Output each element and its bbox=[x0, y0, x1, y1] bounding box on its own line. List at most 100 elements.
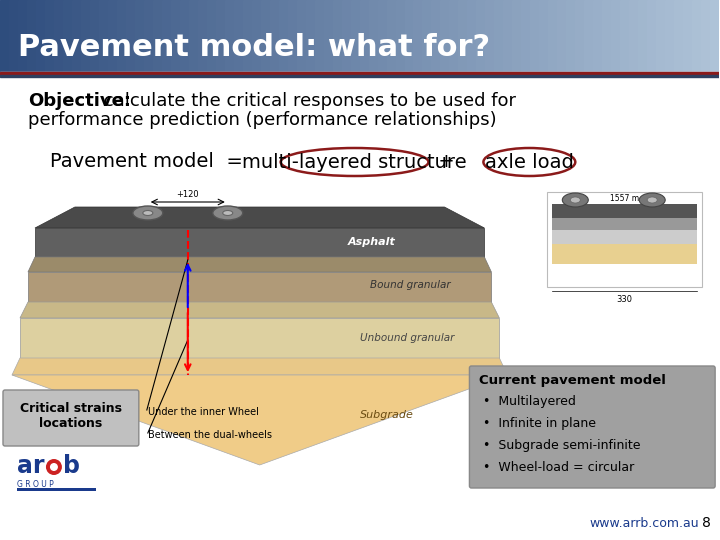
Bar bbox=[225, 0, 235, 72]
Bar bbox=[549, 0, 558, 72]
Text: multi-layered structure: multi-layered structure bbox=[242, 153, 467, 172]
Bar bbox=[656, 0, 666, 72]
Text: •  Wheel-load = circular: • Wheel-load = circular bbox=[483, 461, 634, 474]
Bar bbox=[0, 72, 719, 75]
Bar bbox=[477, 0, 487, 72]
Text: calculate the critical responses to be used for: calculate the critical responses to be u… bbox=[98, 92, 516, 110]
Bar bbox=[485, 0, 495, 72]
Polygon shape bbox=[12, 375, 508, 465]
Bar bbox=[531, 0, 540, 72]
Bar bbox=[513, 0, 523, 72]
Bar bbox=[552, 244, 697, 264]
Bar bbox=[27, 0, 37, 72]
Bar bbox=[552, 218, 697, 230]
Bar bbox=[9, 0, 19, 72]
Bar bbox=[189, 0, 199, 72]
Bar bbox=[710, 0, 720, 72]
Bar bbox=[638, 0, 648, 72]
Polygon shape bbox=[35, 228, 485, 257]
Ellipse shape bbox=[639, 193, 665, 207]
Bar bbox=[467, 0, 477, 72]
Bar bbox=[144, 0, 154, 72]
Text: 8: 8 bbox=[702, 516, 711, 530]
Text: G R O U P: G R O U P bbox=[17, 480, 54, 489]
Text: Under the inner Wheel: Under the inner Wheel bbox=[148, 407, 258, 417]
Bar bbox=[297, 0, 307, 72]
Text: Pavement model: what for?: Pavement model: what for? bbox=[18, 33, 490, 63]
Bar bbox=[171, 0, 181, 72]
Bar bbox=[54, 0, 64, 72]
Bar bbox=[683, 0, 693, 72]
Text: Bound granular: Bound granular bbox=[369, 280, 450, 290]
Bar bbox=[547, 192, 702, 287]
FancyBboxPatch shape bbox=[3, 390, 139, 446]
Bar bbox=[423, 0, 433, 72]
Bar bbox=[593, 0, 603, 72]
Bar bbox=[521, 0, 531, 72]
Ellipse shape bbox=[222, 211, 233, 215]
Bar bbox=[333, 0, 343, 72]
Text: axle load: axle load bbox=[485, 153, 574, 172]
Bar bbox=[387, 0, 397, 72]
Bar bbox=[692, 0, 702, 72]
Bar bbox=[18, 0, 28, 72]
Text: 330: 330 bbox=[616, 295, 632, 304]
Bar bbox=[449, 0, 459, 72]
Polygon shape bbox=[28, 272, 492, 302]
Bar bbox=[261, 0, 271, 72]
Bar bbox=[216, 0, 226, 72]
Text: +120: +120 bbox=[176, 190, 199, 199]
Bar bbox=[413, 0, 423, 72]
Ellipse shape bbox=[212, 206, 243, 220]
Text: Unbound granular: Unbound granular bbox=[359, 333, 454, 343]
Bar bbox=[252, 0, 261, 72]
Bar bbox=[647, 0, 657, 72]
Bar bbox=[567, 0, 576, 72]
Ellipse shape bbox=[46, 459, 62, 475]
Bar bbox=[243, 0, 253, 72]
Bar bbox=[270, 0, 279, 72]
Bar bbox=[234, 0, 243, 72]
Text: Between the dual-wheels: Between the dual-wheels bbox=[148, 430, 272, 440]
Bar bbox=[207, 0, 217, 72]
Polygon shape bbox=[20, 302, 500, 318]
Ellipse shape bbox=[647, 197, 657, 203]
Bar bbox=[557, 0, 567, 72]
Bar bbox=[341, 0, 351, 72]
Bar bbox=[315, 0, 325, 72]
Bar bbox=[90, 0, 100, 72]
Bar bbox=[503, 0, 513, 72]
Text: www.arrb.com.au: www.arrb.com.au bbox=[590, 517, 699, 530]
Bar bbox=[81, 0, 91, 72]
Bar bbox=[162, 0, 172, 72]
Text: 1557 m: 1557 m bbox=[610, 194, 639, 203]
Ellipse shape bbox=[570, 197, 580, 203]
Bar bbox=[611, 0, 621, 72]
Polygon shape bbox=[28, 257, 492, 272]
Bar bbox=[0, 0, 10, 72]
Bar bbox=[99, 0, 109, 72]
Text: +: + bbox=[433, 152, 455, 171]
Bar bbox=[17, 488, 96, 491]
Bar bbox=[585, 0, 594, 72]
Bar bbox=[305, 0, 315, 72]
Polygon shape bbox=[35, 207, 485, 228]
Bar bbox=[36, 0, 46, 72]
Bar bbox=[0, 72, 719, 540]
Bar bbox=[198, 0, 208, 72]
Bar bbox=[180, 0, 190, 72]
Text: performance prediction (performance relationships): performance prediction (performance rela… bbox=[28, 111, 497, 129]
Bar bbox=[674, 0, 684, 72]
Ellipse shape bbox=[143, 211, 153, 215]
Bar bbox=[459, 0, 469, 72]
Bar bbox=[552, 230, 697, 244]
Bar bbox=[620, 0, 630, 72]
Bar bbox=[539, 0, 549, 72]
Bar bbox=[153, 0, 163, 72]
Bar bbox=[575, 0, 585, 72]
Bar bbox=[377, 0, 387, 72]
Bar bbox=[288, 0, 297, 72]
Text: ar: ar bbox=[17, 454, 45, 478]
Polygon shape bbox=[12, 358, 508, 375]
Text: Subgrade: Subgrade bbox=[359, 410, 413, 420]
